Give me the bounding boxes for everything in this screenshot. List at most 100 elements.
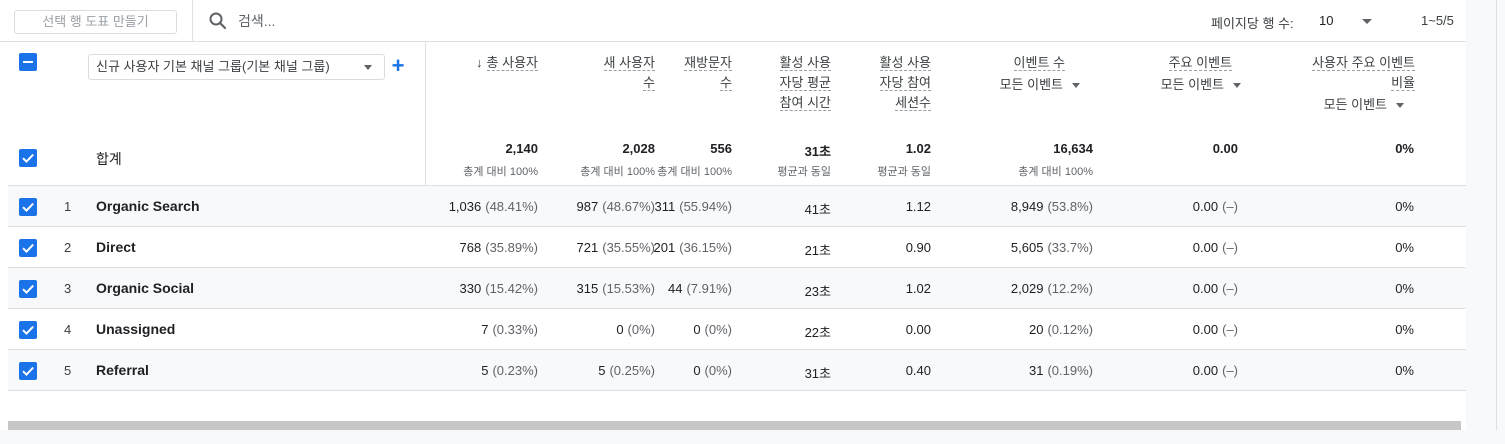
total-value: 31초 — [804, 144, 831, 159]
metric-percent: (–) — [1222, 363, 1238, 378]
total-note: 총계 대비 100% — [463, 166, 538, 178]
row-metric-cell: 41초 — [805, 199, 831, 218]
metric-value: 5 — [481, 363, 489, 378]
row-metric-cell: 22초 — [805, 322, 831, 341]
row-dimension-label: Organic Social — [96, 280, 195, 296]
metric-percent: (0%) — [627, 322, 655, 337]
dimension-selector[interactable]: 신규 사용자 기본 채널 그룹(기본 채널 그룹) — [88, 54, 385, 80]
row-metric-cell: 1,036 (48.41%) — [449, 199, 538, 214]
totals-checkbox[interactable] — [19, 149, 37, 167]
metric-value: 0.40 — [905, 363, 931, 378]
table-row[interactable] — [8, 227, 1466, 268]
metric-value: 721 — [576, 240, 599, 255]
metric-percent: (0.12%) — [1047, 322, 1093, 337]
create-chart-button[interactable]: 선택 행 도표 만들기 — [14, 10, 177, 34]
rows-per-page-select[interactable]: 10 — [1312, 8, 1382, 34]
metric-value: 20 — [1029, 322, 1044, 337]
row-metric-cell: 23초 — [805, 281, 831, 300]
totals-label: 합계 — [96, 151, 122, 167]
chevron-down-icon — [1396, 103, 1404, 109]
metric-percent: (7.91%) — [686, 281, 732, 296]
column-header-key-events[interactable]: 주요 이벤트 — [1168, 53, 1232, 73]
column-header-event-count[interactable]: 이벤트 수 — [1013, 53, 1065, 73]
total-note: 평균과 동일 — [777, 166, 831, 178]
metric-percent: (48.67%) — [602, 199, 655, 214]
row-metric-cell: 0.00 (–) — [1193, 322, 1238, 337]
row-number: 3 — [64, 281, 72, 296]
select-all-checkbox[interactable] — [19, 53, 37, 71]
column-header-returning-users[interactable]: 재방문자 수 — [684, 53, 732, 93]
row-metric-cell: 21초 — [805, 240, 831, 259]
event-filter-label: 모든 이벤트 — [1323, 97, 1387, 112]
column-header-total-users[interactable]: ↓ 총 사용자 — [476, 53, 538, 73]
total-note: 총계 대비 100% — [1018, 166, 1093, 178]
metric-percent: (0.25%) — [609, 363, 655, 378]
search-input[interactable] — [238, 10, 538, 32]
metric-value: 0 — [616, 322, 624, 337]
row-checkbox[interactable] — [19, 239, 37, 257]
table-row[interactable] — [8, 309, 1466, 350]
row-number: 2 — [64, 240, 72, 255]
metric-percent: (0%) — [704, 322, 732, 337]
total-note: 총계 대비 100% — [657, 166, 732, 178]
table-row[interactable] — [8, 268, 1466, 309]
vertical-scrollbar-track[interactable] — [1496, 0, 1497, 430]
metric-value: 0% — [1395, 199, 1414, 214]
row-dimension-label: Direct — [96, 239, 136, 255]
metric-value: 0% — [1395, 363, 1414, 378]
sort-descending-icon: ↓ — [476, 55, 483, 70]
row-checkbox[interactable] — [19, 362, 37, 380]
row-metric-cell: 0% — [1395, 322, 1414, 337]
metric-value: 0% — [1395, 322, 1414, 337]
metric-value: 987 — [576, 199, 599, 214]
key-event-filter-dropdown[interactable]: 모든 이벤트 — [1161, 76, 1241, 94]
metric-percent: (48.41%) — [485, 199, 538, 214]
column-header-engaged-sessions[interactable]: 활성 사용 자당 참여 세션수 — [879, 53, 931, 113]
column-header-text: 재방문자 — [684, 55, 732, 71]
row-checkbox[interactable] — [19, 280, 37, 298]
metric-value: 21초 — [804, 243, 831, 258]
row-metric-cell: 5 (0.23%) — [481, 363, 538, 378]
chevron-down-icon — [1233, 83, 1241, 89]
row-dimension-label: Unassigned — [96, 321, 176, 337]
row-metric-cell: 201 (36.15%) — [654, 240, 732, 255]
column-header-new-users[interactable]: 새 사용자 수 — [603, 53, 655, 93]
rate-event-filter-dropdown[interactable]: 모든 이벤트 — [1324, 96, 1404, 114]
metric-value: 44 — [668, 281, 683, 296]
metric-value: 1,036 — [448, 199, 482, 214]
metric-percent: (0.33%) — [492, 322, 538, 337]
table-row[interactable] — [8, 186, 1466, 227]
metric-value: 0.00 — [1192, 322, 1219, 337]
search-icon — [209, 12, 227, 30]
metric-percent: (15.53%) — [602, 281, 655, 296]
metric-value: 0 — [693, 322, 701, 337]
metric-value: 330 — [459, 281, 482, 296]
row-metric-cell: 315 (15.53%) — [577, 281, 655, 296]
metric-percent: (0.19%) — [1047, 363, 1093, 378]
column-header-avg-engagement-time[interactable]: 활성 사용 자당 평균 참여 시간 — [779, 53, 831, 113]
checkmark-icon — [22, 202, 34, 213]
total-value: 2,140 — [505, 141, 538, 156]
column-header-text: 비율 — [1391, 75, 1415, 91]
table-row[interactable] — [8, 350, 1466, 391]
total-value: 2,028 — [622, 141, 655, 156]
metric-value: 0.00 — [1192, 281, 1219, 296]
row-metric-cell: 0 (0%) — [693, 322, 732, 337]
metric-percent: (53.8%) — [1047, 199, 1093, 214]
total-value: 1.02 — [905, 141, 931, 156]
metric-value: 0.90 — [905, 240, 931, 255]
row-metric-cell: 0.00 (–) — [1193, 363, 1238, 378]
horizontal-scrollbar[interactable] — [8, 421, 1461, 430]
row-checkbox[interactable] — [19, 198, 37, 216]
row-checkbox[interactable] — [19, 321, 37, 339]
event-filter-dropdown[interactable]: 모든 이벤트 — [1000, 76, 1080, 94]
column-header-user-key-event-rate[interactable]: 사용자 주요 이벤트 비율 — [1312, 53, 1415, 93]
row-metric-cell: 0.00 (–) — [1193, 199, 1238, 214]
column-header-text: 사용자 주요 이벤트 — [1312, 55, 1415, 71]
vertical-scroll-gutter — [1466, 0, 1505, 444]
column-header-text: 세션수 — [895, 95, 931, 111]
metric-value: 311 — [654, 199, 676, 214]
column-header-text: 수 — [720, 75, 732, 91]
add-dimension-button[interactable]: + — [391, 53, 405, 78]
column-header-text: 이벤트 수 — [1013, 55, 1065, 71]
